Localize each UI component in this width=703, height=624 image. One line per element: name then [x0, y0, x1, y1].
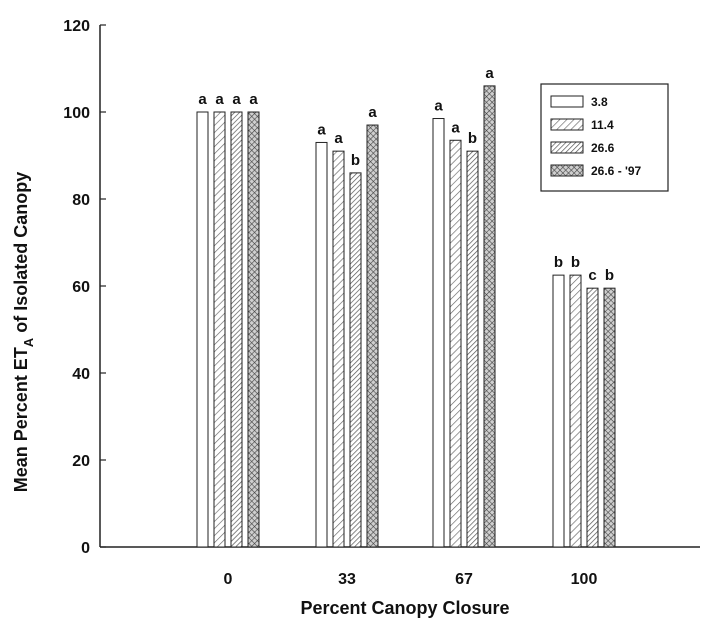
significance-label: b	[571, 254, 580, 271]
bar	[603, 287, 616, 548]
y-tick-label: 120	[63, 18, 90, 35]
bar	[552, 274, 565, 548]
significance-label: a	[451, 119, 460, 136]
significance-label: a	[215, 91, 224, 108]
y-tick-label: 60	[72, 279, 90, 296]
significance-label: a	[198, 91, 207, 108]
x-axis-title: Percent Canopy Closure	[300, 598, 509, 618]
significance-label: c	[588, 267, 596, 284]
legend-swatch	[550, 164, 584, 177]
bar	[349, 172, 362, 548]
significance-label: a	[368, 104, 377, 121]
legend-label: 26.6 - '97	[591, 164, 642, 178]
significance-label: b	[554, 254, 563, 271]
bar	[483, 85, 496, 548]
y-tick-label: 80	[72, 192, 90, 209]
legend-swatch	[550, 141, 584, 154]
bar	[466, 150, 479, 548]
x-tick-label: 100	[571, 571, 598, 588]
x-tick-label: 33	[338, 571, 356, 588]
significance-label: b	[351, 152, 360, 169]
bar	[366, 124, 379, 548]
bars	[196, 85, 616, 548]
legend-swatch	[550, 118, 584, 131]
significance-label: a	[434, 98, 443, 115]
bar	[213, 111, 226, 548]
bar	[432, 118, 445, 548]
bar	[449, 139, 462, 548]
x-tick-label: 0	[224, 571, 233, 588]
bar	[332, 150, 345, 548]
bar	[569, 274, 582, 548]
y-axis-title-suffix: of Isolated Canopy	[11, 172, 31, 338]
bar	[247, 111, 260, 548]
y-tick-label: 100	[63, 105, 90, 122]
legend-swatch	[550, 95, 584, 108]
significance-label: a	[334, 130, 343, 147]
y-tick-label: 40	[72, 366, 90, 383]
x-tick-label: 67	[455, 571, 473, 588]
bar	[230, 111, 243, 548]
significance-label: a	[232, 91, 241, 108]
y-axis-title-main: Mean Percent ET	[11, 347, 31, 492]
significance-label: a	[249, 91, 258, 108]
legend-label: 3.8	[591, 95, 608, 109]
legend: 3.8 11.4 26.6 26.6 - '97	[540, 83, 669, 192]
legend-label: 26.6	[591, 141, 615, 155]
bar	[315, 141, 328, 548]
y-tick-label: 0	[81, 540, 90, 557]
significance-label: b	[605, 267, 614, 284]
y-axis-title: Mean Percent ETA of Isolated Canopy	[11, 172, 36, 492]
y-tick-label: 20	[72, 453, 90, 470]
significance-label: a	[485, 65, 494, 82]
bar	[196, 111, 209, 548]
legend-label: 11.4	[591, 118, 614, 132]
y-axis-title-subscript: A	[21, 337, 36, 347]
bar	[586, 287, 599, 548]
significance-label: b	[468, 130, 477, 147]
significance-label: a	[317, 121, 326, 138]
